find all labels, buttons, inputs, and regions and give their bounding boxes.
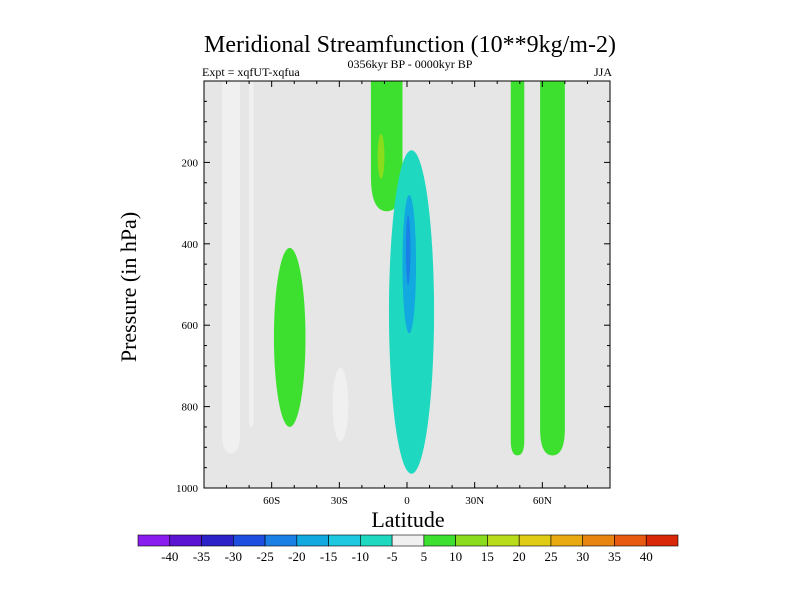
- contour-region-sh-narrow-negative-strip: [249, 81, 254, 427]
- colorbar-box: [391, 534, 425, 547]
- colorbar-label: 30: [576, 549, 589, 564]
- right-string: JJA: [594, 65, 612, 79]
- y-tick-label: 600: [182, 320, 199, 332]
- colorbar-box: [201, 534, 234, 547]
- x-tick-label: 30N: [465, 495, 484, 507]
- colorbar-label: 15: [481, 549, 494, 564]
- colorbar-label: 35: [608, 549, 621, 564]
- x-axis-label: Latitude: [371, 507, 444, 532]
- contour-region-sh-high-lat-negative-band: [222, 81, 241, 454]
- colorbar-label: 25: [544, 549, 557, 564]
- colorbar-label: -30: [225, 549, 242, 564]
- colorbar: -40 -35 -30 -25 -20 -15 -10 -5 5 10 15 20 25 30 35 40: [137, 534, 679, 564]
- colorbar-label: -35: [193, 549, 210, 564]
- x-tick-label: 0: [404, 495, 410, 507]
- colorbar-box: [264, 534, 298, 547]
- y-axis-label: Pressure (in hPa): [116, 212, 141, 362]
- colorbar-label: 40: [640, 549, 653, 564]
- colorbar-box: [487, 534, 520, 547]
- contour-region-equatorial-minimum: [405, 215, 411, 285]
- colorbar-box: [423, 534, 456, 547]
- y-tick-label: 400: [182, 239, 199, 251]
- colorbar-box: [328, 534, 361, 547]
- contour-region-sh-upper-positive-plume: [370, 81, 403, 212]
- y-tick-label: 800: [182, 402, 199, 414]
- chart-title: Meridional Streamfunction (10**9kg/m-2): [204, 32, 616, 58]
- left-string: Expt = xqfUT-xqfua: [202, 65, 300, 79]
- contour-region-sh-midlat-positive-cell: [273, 247, 306, 427]
- contour-region-sh-subtropic-negative-cell: [332, 367, 349, 442]
- colorbar-label: -20: [288, 549, 305, 564]
- colorbar-box: [455, 534, 488, 547]
- colorbar-box: [137, 534, 171, 547]
- x-axis-ticks: 60S 30S 0 30N 60N: [226, 81, 588, 507]
- colorbar-box: [169, 534, 202, 547]
- colorbar-label: -5: [387, 549, 398, 564]
- contour-region-nh-midlat-positive-band: [510, 81, 525, 456]
- colorbar-label: -40: [161, 549, 178, 564]
- colorbar-label: -15: [320, 549, 337, 564]
- y-tick-label: 1000: [176, 483, 199, 495]
- colorbar-box: [232, 534, 266, 547]
- colorbar-box: [645, 534, 679, 547]
- y-axis-ticks: 200 400 600 800 1000: [176, 100, 610, 495]
- colorbar-label: 20: [513, 549, 526, 564]
- colorbar-box: [614, 534, 647, 547]
- colorbar-label: -10: [352, 549, 369, 564]
- contour-region-upper-positive-core: [377, 133, 385, 179]
- x-tick-label: 30S: [331, 495, 348, 507]
- colorbar-label: 5: [421, 549, 428, 564]
- y-tick-label: 200: [182, 157, 199, 169]
- colorbar-box: [360, 534, 393, 547]
- colorbar-box: [550, 534, 584, 547]
- contour-regions: [222, 81, 565, 474]
- x-tick-label: 60N: [533, 495, 552, 507]
- colorbar-label: 10: [449, 549, 462, 564]
- center-string: 0356kyr BP - 0000kyr BP: [348, 57, 473, 71]
- colorbar-box: [582, 534, 615, 547]
- contour-region-nh-highlat-positive-band: [540, 81, 565, 456]
- colorbar-label: -25: [256, 549, 273, 564]
- x-tick-label: 60S: [263, 495, 280, 507]
- colorbar-box: [296, 534, 329, 547]
- colorbar-box: [518, 534, 552, 547]
